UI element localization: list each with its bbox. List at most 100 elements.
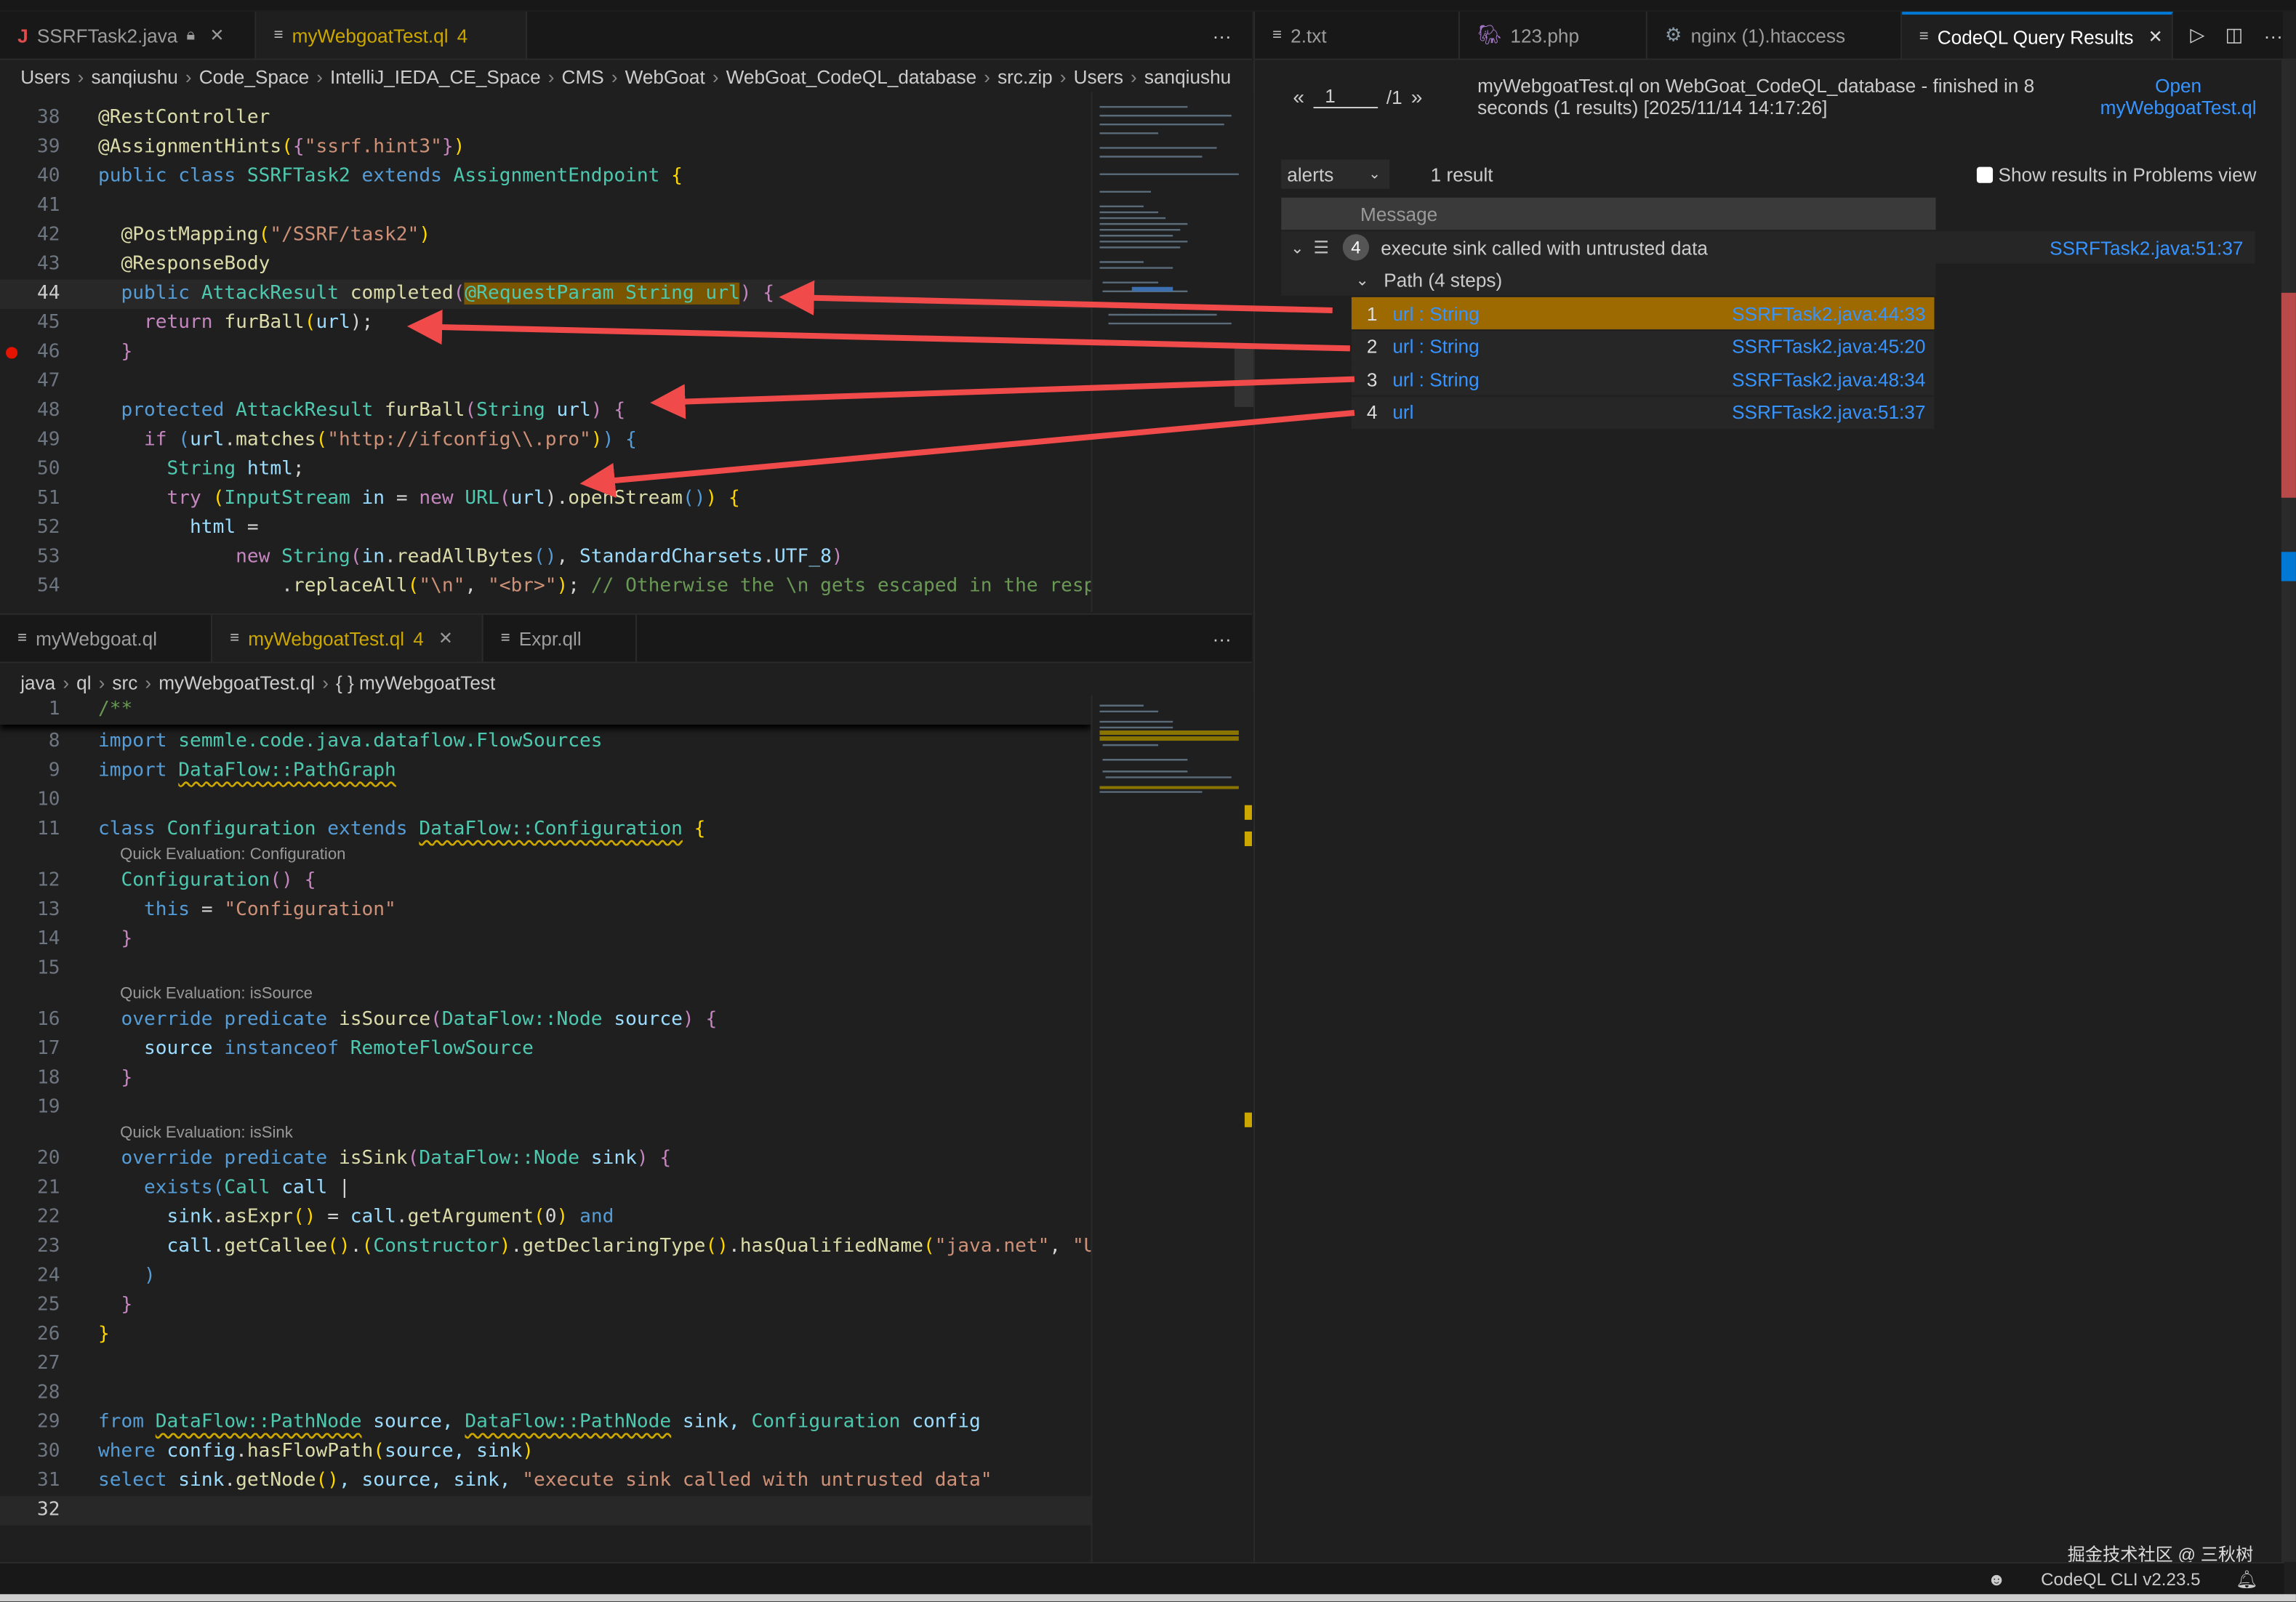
breadcrumb-item[interactable]: myWebgoatTest.ql (158, 671, 316, 693)
breadcrumb-item[interactable]: { } myWebgoatTest (336, 671, 496, 693)
breadcrumb-item[interactable]: CMS (561, 65, 604, 87)
code-token: ) (636, 1147, 660, 1170)
code-text: override predicate isSink(DataFlow::Node… (98, 1145, 671, 1174)
code-text: import semmle.code.java.dataflow.FlowSou… (98, 728, 603, 757)
alert-row[interactable]: ⌄ ☰ 4 execute sink called with untrusted… (1281, 231, 2255, 264)
page-input[interactable]: 1 (1313, 85, 1378, 109)
code-text: @ResponseBody (98, 250, 270, 279)
bell-icon[interactable]: 🔔︎ (2235, 1569, 2258, 1590)
tab-ssrftask2-java[interactable]: J SSRFTask2.java 🔒︎ ✕ (0, 12, 257, 59)
prev-page-button[interactable]: « (1293, 84, 1305, 109)
tab-123-php[interactable]: 🐘︎ 123.php (1460, 12, 1647, 59)
code-token: AssignmentEndpoint (453, 165, 672, 188)
step-label-link[interactable]: url : String (1392, 302, 1480, 325)
chevron-down-icon[interactable]: ⌄ (1355, 271, 1370, 289)
step-label-link[interactable]: url (1392, 400, 1414, 424)
step-location-link[interactable]: SSRFTask2.java:44:33 (1732, 302, 1926, 325)
code-token: DataFlow::PathNode (155, 1411, 362, 1433)
step-label-link[interactable]: url : String (1392, 368, 1480, 390)
code-line: 25 } (0, 1291, 1091, 1320)
breadcrumb-item[interactable]: src (112, 671, 138, 693)
close-icon[interactable]: ✕ (209, 25, 225, 46)
minimap[interactable] (1091, 695, 1253, 1563)
step-location-link[interactable]: SSRFTask2.java:45:20 (1732, 335, 1926, 358)
alert-location-link[interactable]: SSRFTask2.java:51:37 (2050, 236, 2244, 259)
breadcrumb-item[interactable]: WebGoat_CodeQL_database (726, 65, 977, 87)
path-step-row[interactable]: 1 url : String SSRFTask2.java:44:33 (1351, 297, 1935, 330)
code-token: = (246, 516, 259, 539)
codelens-quick-evaluation[interactable]: Quick Evaluation: isSink (120, 1124, 293, 1142)
open-link-text[interactable]: Open (2155, 74, 2202, 97)
breadcrumb-item[interactable]: Code_Space (198, 65, 310, 87)
breadcrumb-item[interactable]: ql (76, 671, 92, 693)
more-actions-icon[interactable]: ··· (1212, 627, 1232, 650)
open-query-link[interactable]: Open myWebgoatTest.ql (2100, 75, 2257, 118)
path-row[interactable]: ⌄ Path (4 steps) (1281, 263, 1936, 296)
breadcrumb-item[interactable]: java (20, 671, 56, 693)
checkbox[interactable] (1976, 166, 1993, 183)
code-token: URL (465, 487, 499, 510)
code-editor-mywebgoattest[interactable]: 1 /** 8 import semmle.code.java.dataflow.Fl… (0, 696, 1091, 1563)
minimap[interactable] (1091, 92, 1253, 612)
chevron-down-icon: ⌄ (1368, 166, 1381, 182)
more-actions-icon[interactable]: ··· (2263, 24, 2283, 47)
code-line: 32 (0, 1496, 1091, 1526)
result-set-select[interactable]: alerts ⌄ (1281, 159, 1390, 189)
tab-mywebgoat-ql[interactable]: ≡ myWebgoat.ql (0, 614, 213, 662)
code-token: furBall (385, 399, 465, 422)
copilot-icon[interactable]: ☻ (1987, 1569, 2006, 1590)
code-text: @PostMapping("/SSRF/task2") (98, 221, 430, 250)
breadcrumb-item[interactable]: WebGoat (625, 65, 705, 87)
gear-icon: ⚙ (1665, 23, 1682, 46)
split-editor-icon[interactable]: ◫ (2225, 23, 2244, 46)
code-token: "Configuration" (224, 898, 396, 921)
next-page-button[interactable]: » (1410, 84, 1423, 109)
breadcrumb-item[interactable]: sanqiushu (91, 65, 178, 87)
scrollbar-thumb[interactable] (1234, 348, 1253, 407)
tab-nginx-htaccess[interactable]: ⚙ nginx (1).htaccess (1647, 12, 1902, 59)
line-number: 49 (37, 429, 60, 451)
breadcrumb-item[interactable]: src.zip (998, 65, 1053, 87)
breadcrumb-item[interactable]: sanqiushu (1144, 65, 1232, 87)
line-number: 23 (37, 1235, 60, 1258)
list-icon: ☰ (1313, 237, 1330, 258)
code-token: } (97, 927, 133, 951)
path-step-row[interactable]: 2 url : String SSRFTask2.java:45:20 (1351, 330, 1935, 363)
run-icon[interactable]: ▷ (2190, 23, 2205, 46)
close-icon[interactable]: ✕ (438, 628, 454, 649)
code-text: return furBall(url); (98, 309, 373, 338)
step-location-link[interactable]: SSRFTask2.java:51:37 (1732, 400, 1926, 424)
codeql-cli-version[interactable]: CodeQL CLI v2.23.5 (2041, 1569, 2201, 1590)
breadcrumb-item[interactable]: IntelliJ_IEDA_CE_Space (330, 65, 541, 87)
show-in-problems-toggle[interactable]: Show results in Problems view (1976, 164, 2257, 186)
chevron-right-icon: › (316, 65, 323, 87)
breakpoint-icon[interactable] (6, 347, 18, 359)
tab-expr-qll[interactable]: ≡ Expr.qll (483, 614, 638, 662)
code-text: class Configuration extends DataFlow::Co… (98, 816, 705, 845)
open-link-text[interactable]: myWebgoatTest.ql (2100, 96, 2257, 119)
code-token: ) (705, 487, 729, 510)
codelens-quick-evaluation[interactable]: Quick Evaluation: isSource (120, 985, 313, 1003)
path-step-row[interactable]: 4 url SSRFTask2.java:51:37 (1351, 395, 1935, 429)
step-location-link[interactable]: SSRFTask2.java:48:34 (1732, 368, 1926, 390)
code-token: readAllBytes (396, 546, 534, 568)
codelens-quick-evaluation[interactable]: Quick Evaluation: Configuration (120, 846, 346, 864)
tab-mywebgoattest-ql[interactable]: ≡ myWebgoatTest.ql 4 (256, 12, 528, 59)
path-step-row[interactable]: 3 url : String SSRFTask2.java:48:34 (1351, 363, 1935, 395)
breadcrumb-item[interactable]: Users (1073, 65, 1123, 87)
code-token: ) (453, 136, 465, 158)
code-token: { (763, 282, 775, 305)
code-token: ) (556, 1206, 580, 1228)
tab-2-txt[interactable]: ≡ 2.txt (1255, 12, 1460, 59)
code-token: . (350, 1235, 362, 1258)
code-line: 28 (0, 1379, 1091, 1408)
step-label-link[interactable]: url : String (1392, 335, 1480, 358)
tab-mywebgoattest-ql[interactable]: ≡ myWebgoatTest.ql 4 ✕ (212, 614, 483, 662)
breadcrumb-item[interactable]: Users (20, 65, 71, 87)
close-icon[interactable]: ✕ (2148, 26, 2163, 47)
chevron-down-icon[interactable]: ⌄ (1291, 239, 1304, 257)
tab-codeql-query-results[interactable]: ≡ CodeQL Query Results ✕ (1901, 12, 2173, 59)
code-token: getCallee (224, 1235, 328, 1258)
code-editor-ssrftask2[interactable]: 38 @RestController 39 @AssignmentHints({"ss… (0, 104, 1091, 612)
more-actions-icon[interactable]: ··· (1212, 24, 1232, 47)
